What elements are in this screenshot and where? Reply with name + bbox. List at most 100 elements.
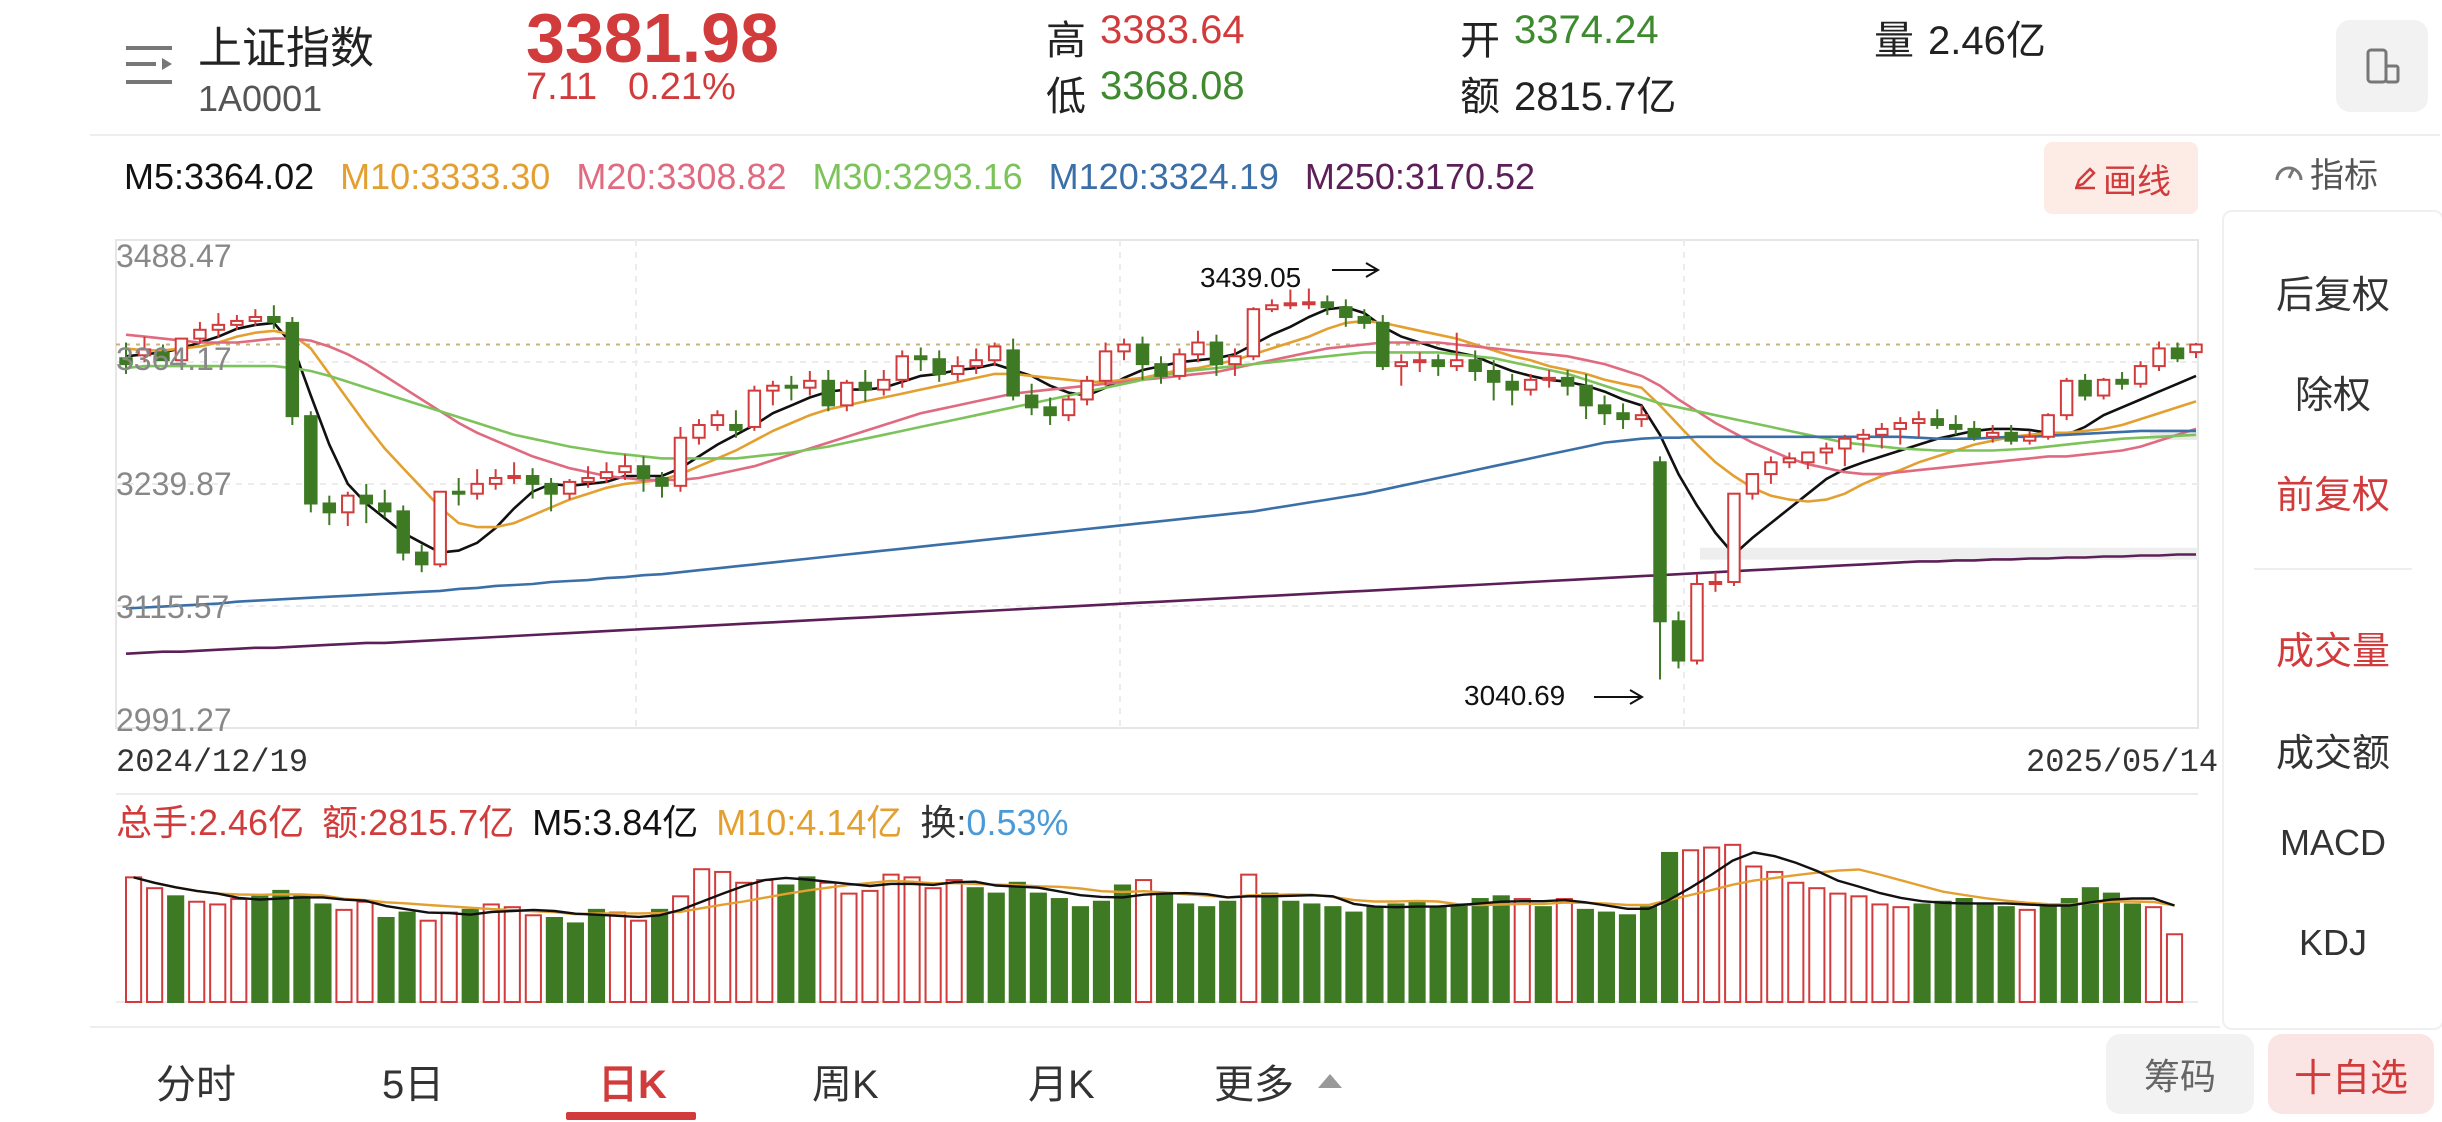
right-panel-item-forward-adjust[interactable]: 前复权: [2275, 475, 2390, 517]
amount-label: 额: [1460, 75, 1500, 119]
candle-up: [1449, 359, 1464, 368]
candle-down: [1154, 363, 1168, 377]
volume-bar-down: [1618, 914, 1637, 1004]
volume-bar-down: [1913, 903, 1931, 1003]
draw-line-button[interactable]: 画线: [2044, 142, 2198, 214]
volume-bar-up: [1766, 870, 1784, 1003]
total-volume-legend: 总手:2.46亿: [116, 802, 305, 843]
volume-bar-down: [1934, 900, 1952, 1004]
candle-down: [396, 510, 410, 554]
candle-up: [1764, 461, 1778, 476]
candle-up: [1283, 302, 1298, 307]
menu-button[interactable]: [118, 38, 182, 94]
volume-bar-up: [1703, 846, 1721, 1004]
low-arrow-head: [1629, 689, 1644, 705]
candle-up: [1893, 422, 1908, 430]
high-label: 高: [1046, 19, 1086, 63]
candle-up: [2133, 365, 2148, 385]
volume-bar-down: [1576, 908, 1594, 1004]
ma-line-m120: [125, 429, 2196, 610]
candle-down: [1597, 404, 1612, 415]
volume-bar-up: [672, 895, 690, 1003]
tab-monthly-k[interactable]: 月K: [1028, 1063, 1095, 1107]
candle-down: [1043, 406, 1057, 417]
y-tick-5: 2991.27: [116, 702, 232, 738]
volume-bar-down: [314, 903, 332, 1003]
tab-weekly-k[interactable]: 周K: [812, 1063, 879, 1107]
tab-5day[interactable]: 5日: [382, 1063, 445, 1107]
volume-bar-down: [777, 884, 795, 1004]
volume-value: 2.46亿: [1928, 19, 2046, 63]
candle-up: [1246, 308, 1261, 358]
volume-bar-up: [419, 919, 437, 1003]
candle-down: [1431, 359, 1445, 368]
volume-bar-up: [735, 881, 753, 1003]
right-panel-item-macd[interactable]: MACD: [2280, 822, 2386, 863]
candle-up: [470, 482, 484, 495]
volume-bar-down: [461, 908, 479, 1004]
volume-bar-up: [629, 919, 648, 1003]
amount-value: 2815.7亿: [1514, 75, 1677, 119]
volume-ma10-line: [133, 868, 2175, 916]
tab-daily-k[interactable]: 日K: [598, 1063, 667, 1107]
ma120-legend: M120:3324.19: [1048, 156, 1279, 197]
turnover-value: 0.53%: [966, 802, 1069, 843]
right-panel-item-ex-rights[interactable]: 除权: [2294, 375, 2371, 417]
volume-bar-down: [1324, 906, 1342, 1004]
candle-down: [1468, 359, 1482, 373]
right-panel-item-volume[interactable]: 成交量: [2275, 631, 2390, 673]
volume-bar-up: [1682, 849, 1700, 1003]
candle-up: [1394, 361, 1408, 368]
volume-bar-down: [1113, 884, 1132, 1004]
volume-bar-up: [1871, 903, 1889, 1003]
candle-down: [1616, 412, 1630, 421]
candle-up: [581, 476, 595, 483]
chips-button[interactable]: 筹码: [2106, 1034, 2254, 1114]
candle-up: [673, 436, 688, 487]
volume-bar-down: [167, 895, 185, 1003]
candle-up: [692, 423, 706, 439]
candle-up: [230, 319, 244, 326]
volume-label: 量: [1874, 19, 1914, 63]
right-panel-item-turnover[interactable]: 成交额: [2275, 733, 2390, 775]
candle-up: [747, 389, 762, 428]
volume-bar-up: [209, 903, 227, 1003]
high-value: 3383.64: [1100, 8, 1245, 52]
open-label: 开: [1460, 19, 1500, 63]
candle-up: [2152, 347, 2166, 368]
volume-bar-down: [1429, 906, 1447, 1004]
volume-bar-down: [1955, 898, 1973, 1004]
volume-bar-down: [1450, 903, 1468, 1003]
tab-more[interactable]: 更多: [1214, 1052, 1344, 1110]
candle-up: [803, 379, 817, 389]
candle-down: [636, 465, 651, 479]
vol-ma5-legend: M5:3.84亿: [532, 802, 699, 843]
volume-bar-down: [1492, 895, 1510, 1003]
header-divider: [90, 134, 2440, 136]
low-label: 低: [1046, 75, 1086, 119]
volume-bar-down: [2039, 906, 2057, 1004]
low-annotation: 3040.69: [1464, 680, 1566, 711]
candle-down: [267, 316, 281, 323]
volume-bar-up: [503, 906, 521, 1004]
volume-bar-down: [798, 876, 816, 1004]
volume-bar-up: [1892, 906, 1910, 1004]
candle-up: [137, 348, 152, 357]
candle-up: [1985, 431, 2000, 438]
volume-bar-up: [230, 898, 248, 1004]
candle-up: [1117, 343, 1131, 353]
volume-bar-down: [1156, 892, 1174, 1004]
ma-legend: M5:3364.02 M10:3333.30 M20:3308.82 M30:3…: [124, 156, 1535, 198]
tab-intraday[interactable]: 分时: [156, 1063, 236, 1107]
right-panel-item-kdj[interactable]: KDJ: [2298, 922, 2367, 963]
volume-bar-up: [146, 887, 164, 1003]
volume-bar-down: [2060, 898, 2078, 1004]
indicator-button[interactable]: 指标: [2272, 148, 2378, 197]
rotate-screen-button[interactable]: [2336, 20, 2428, 112]
current-price: 3381.98: [526, 0, 780, 77]
high-annotation: 3439.05: [1200, 262, 1302, 293]
candle-up: [766, 384, 780, 392]
right-panel-item-backward-adjust[interactable]: 后复权: [2275, 275, 2390, 317]
add-watchlist-button[interactable]: 十自选: [2268, 1034, 2434, 1114]
